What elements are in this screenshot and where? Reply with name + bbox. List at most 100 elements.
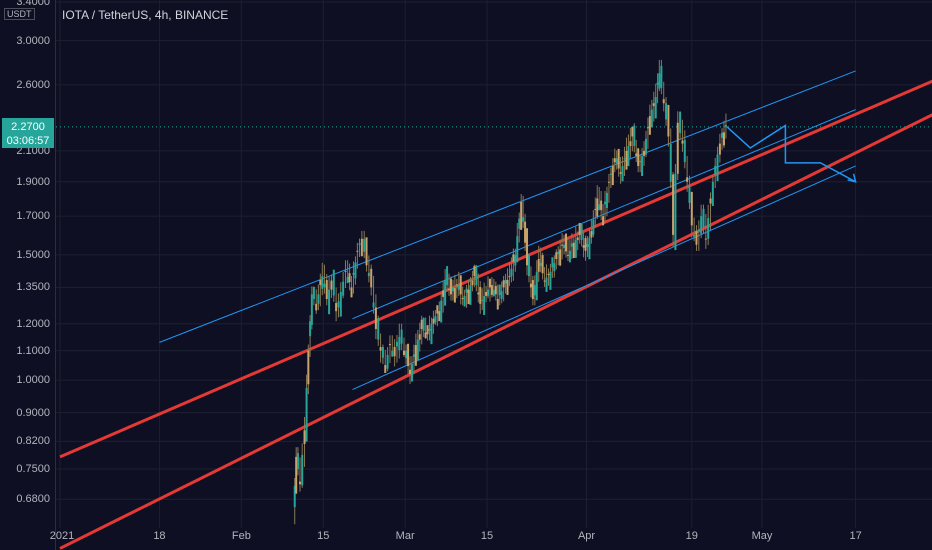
candle-body — [321, 276, 324, 289]
candle-body — [388, 343, 391, 346]
candle-body — [672, 174, 675, 235]
candle-body — [498, 284, 501, 296]
candle-body — [615, 158, 618, 164]
candle-body — [412, 354, 415, 357]
candle-body — [298, 481, 301, 485]
candle-body — [512, 254, 515, 262]
price-axis[interactable]: 3.4000 3.0000 2.6000 2.1000 1.9000 1.7000 1.50… — [0, 0, 56, 550]
candle-body — [613, 158, 616, 163]
candle-body — [463, 295, 466, 307]
candle-body — [690, 191, 693, 226]
candle-body — [494, 285, 497, 295]
candle-body — [350, 287, 353, 298]
candle-body — [565, 233, 568, 252]
trend-line-lower — [59, 113, 932, 550]
candle-body — [487, 289, 490, 296]
candle-body — [652, 103, 655, 106]
candle-body — [479, 287, 482, 304]
candle-body — [405, 350, 408, 359]
price-tick-label: 1.7000 — [16, 210, 50, 223]
candle-body — [553, 263, 556, 272]
candle-body — [428, 328, 431, 331]
time-tick-label: 17 — [849, 530, 862, 542]
candle-body — [330, 280, 333, 290]
candle-body — [533, 285, 536, 296]
candle-body — [594, 208, 597, 210]
candle-body — [570, 243, 573, 247]
candle-body — [676, 122, 679, 174]
candle-body — [328, 289, 331, 315]
candle-body — [393, 346, 396, 357]
candle-body — [665, 103, 668, 120]
candle-body — [704, 238, 707, 240]
channel-mid-line — [352, 109, 856, 320]
candle-body — [580, 223, 583, 241]
candle-body — [669, 144, 672, 182]
candle-body — [506, 279, 509, 295]
currency-badge[interactable]: USDT — [4, 8, 35, 20]
price-tick-label: 0.6800 — [16, 493, 50, 506]
candle-body — [641, 155, 644, 177]
candle-body — [451, 287, 454, 292]
projection-arrowhead — [847, 173, 857, 183]
candle-body — [526, 228, 529, 266]
price-tick-label: 1.0000 — [16, 374, 50, 387]
candle-body — [379, 347, 382, 351]
candle-body — [619, 172, 622, 174]
candle-body — [602, 216, 605, 226]
candle-body — [621, 165, 624, 182]
projection-path — [726, 124, 856, 183]
candle-body — [559, 249, 562, 266]
candle-body — [301, 454, 304, 486]
candle-body — [488, 278, 491, 288]
time-tick-label: Apr — [577, 530, 596, 542]
candle-body — [381, 346, 384, 358]
candle-body — [563, 244, 566, 249]
candle-body — [537, 258, 540, 272]
candle-body — [372, 302, 375, 308]
candle-body — [325, 280, 328, 300]
candle-body — [535, 271, 538, 301]
candle-body — [500, 291, 503, 299]
price-tick-label: 3.0000 — [16, 34, 50, 47]
candle-body — [442, 290, 445, 297]
candle-body — [718, 143, 721, 155]
candle-body — [438, 311, 441, 322]
channel-lower-line — [352, 165, 856, 390]
current-price-label: 2.2700 03:06:57 — [2, 118, 54, 148]
candle-body — [596, 198, 599, 217]
candle-body — [551, 257, 554, 268]
candle-body — [496, 299, 499, 310]
candle-body — [584, 238, 587, 251]
candle-body — [502, 280, 505, 288]
candle-body — [609, 173, 612, 175]
candle-body — [529, 283, 532, 288]
candle-body — [582, 245, 585, 248]
candle-body — [335, 303, 338, 312]
candle-body — [643, 150, 646, 156]
candle-body — [566, 254, 569, 256]
candle-body — [475, 265, 478, 286]
candle-body — [722, 132, 725, 146]
candle-body — [398, 336, 401, 351]
candle-body — [693, 234, 696, 237]
candle-body — [295, 456, 298, 494]
candle-body — [395, 341, 398, 347]
candle-body — [360, 238, 363, 257]
candle-body — [629, 141, 632, 147]
candle-body — [370, 268, 373, 288]
candle-body — [312, 287, 315, 300]
candle-body — [520, 201, 523, 230]
price-tick-label: 0.9000 — [16, 406, 50, 419]
candle-body — [524, 221, 527, 243]
candle-body — [461, 298, 464, 300]
candle-body — [337, 301, 340, 308]
price-tick-label: 2.6000 — [16, 78, 50, 91]
candle-body — [448, 288, 451, 290]
candle-body — [469, 285, 472, 305]
candle-body — [683, 139, 686, 163]
time-tick-label: Feb — [231, 530, 251, 542]
candle-body — [414, 345, 417, 366]
